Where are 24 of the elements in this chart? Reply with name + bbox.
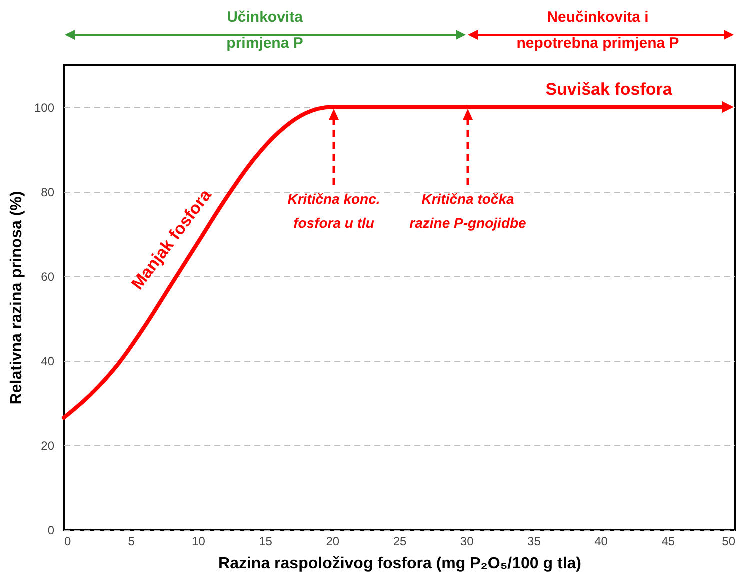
y-tick-label: 20	[41, 438, 55, 453]
x-tick-label: 45	[662, 534, 676, 548]
y-tick-label: 100	[34, 100, 55, 115]
text: Učinkovita primjena P	[226, 9, 304, 52]
x-tick-label: 50	[722, 534, 736, 548]
x-axis-title: Razina raspoloživog fosfora (mg P₂O₅/100 g tla)	[218, 556, 582, 572]
x-tick-label: 15	[259, 534, 273, 548]
y-tick-label: 0	[48, 524, 55, 538]
annotation: Kritična konc. fosfora u tlu	[288, 191, 380, 231]
x-tick-label: 20	[326, 534, 340, 548]
y-tick-label: 60	[41, 270, 55, 284]
x-tick-label: 10	[192, 534, 206, 548]
x-tick-label: 0	[64, 534, 72, 548]
text: Neučinkovita i nepotrebna primjena P	[516, 9, 680, 52]
y-tick-label: 80	[41, 185, 55, 200]
x-tick-label: 40	[594, 534, 608, 548]
x-tick-label: 25	[393, 534, 407, 548]
annotation: Suvišak fosfora	[546, 80, 673, 99]
annotation: Kritična točka razine P-gnojidbe	[410, 191, 527, 231]
x-tick-label: 35	[528, 534, 542, 548]
y-tick-label: 40	[41, 354, 55, 368]
x-tick-label: 30	[460, 534, 474, 548]
y-axis-title: Relativna razina prinosa (%)	[8, 191, 26, 405]
x-tick-label: 5	[128, 534, 136, 548]
